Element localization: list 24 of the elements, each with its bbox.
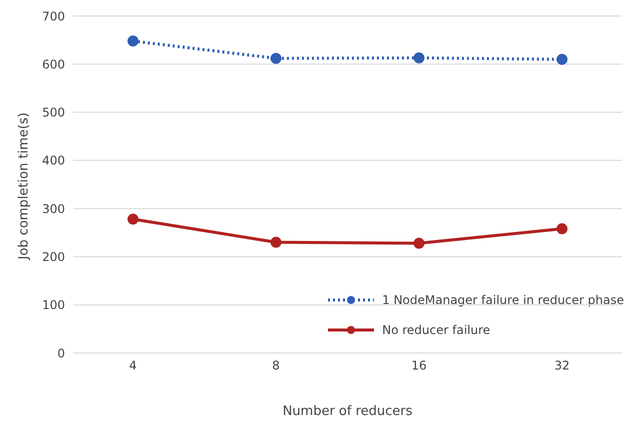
point	[414, 238, 424, 249]
point	[556, 54, 568, 65]
x-tick-label: 16	[411, 358, 427, 373]
x-tick-label: 4	[129, 358, 137, 373]
point	[270, 52, 282, 64]
point	[128, 36, 138, 47]
y-tick-label: 0	[57, 346, 65, 360]
legend-label: No reducer failure	[382, 323, 490, 337]
x-tick-label: 32	[554, 358, 570, 373]
point	[128, 214, 138, 225]
y-axis-title: Job completion time(s)	[16, 112, 32, 260]
y-tick-label: 200	[42, 250, 65, 264]
point	[556, 223, 568, 234]
y-tick-label: 100	[42, 298, 65, 312]
point	[270, 236, 282, 248]
x-tick-label: 8	[272, 358, 280, 373]
legend-label: 1 NodeManager failure in reducer phase	[382, 293, 624, 307]
x-axis-title: Number of reducers	[282, 404, 413, 419]
point	[414, 52, 424, 64]
y-tick-label: 500	[42, 106, 65, 120]
y-tick-label: 300	[42, 202, 65, 216]
y-tick-label: 700	[42, 9, 65, 24]
y-tick-label: 600	[42, 57, 65, 72]
y-tick-label: 400	[42, 154, 65, 168]
